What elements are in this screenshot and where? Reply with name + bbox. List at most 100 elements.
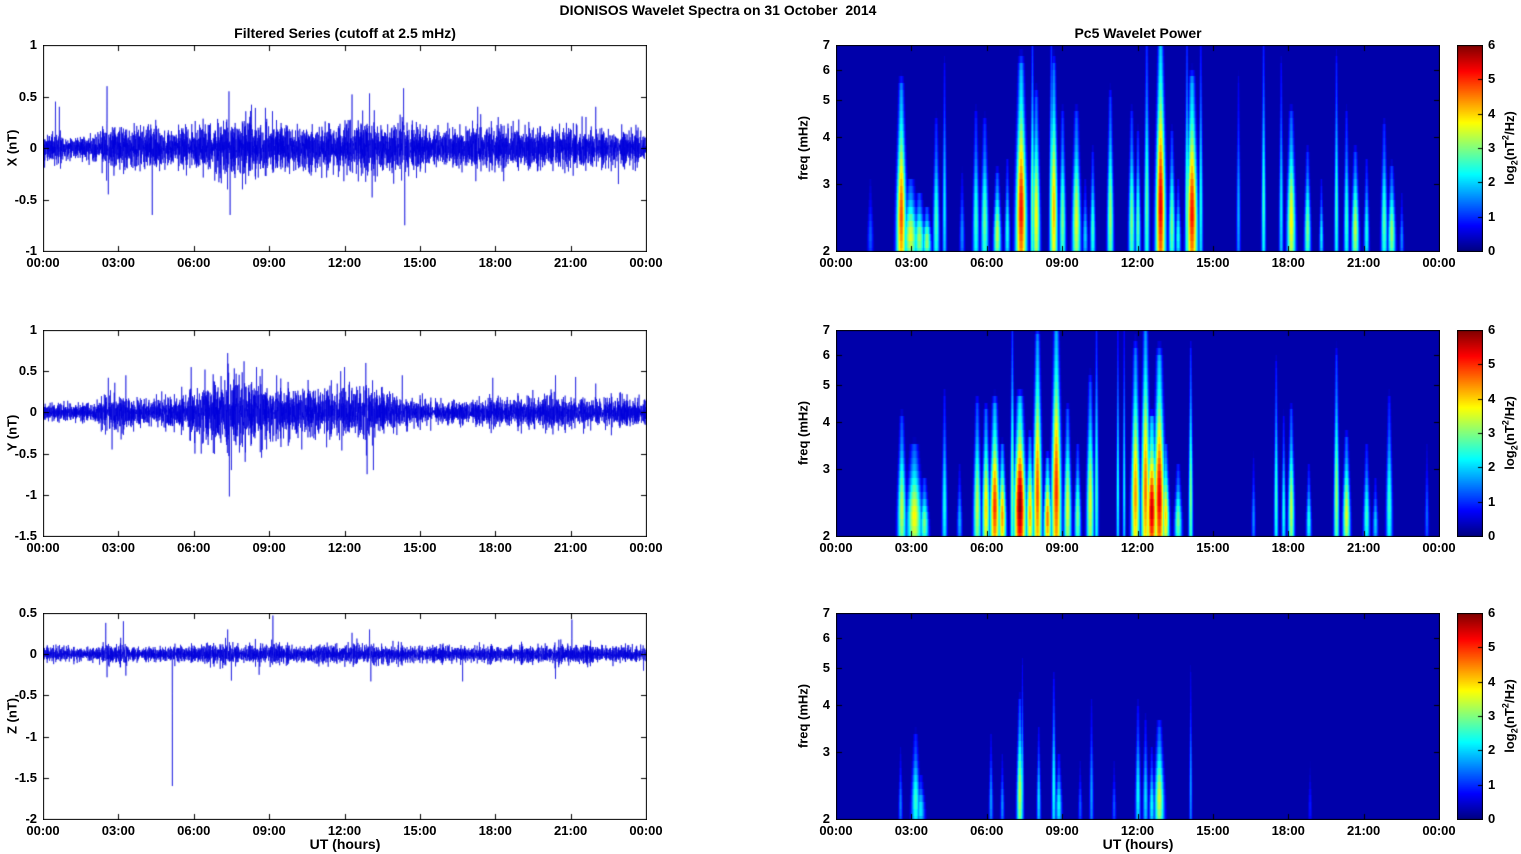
y-tick-label: -1 bbox=[25, 728, 37, 744]
y-tick-label: -0.5 bbox=[14, 445, 37, 461]
x-tick-label: 21:00 bbox=[554, 540, 588, 555]
wavelet-colorbar-y bbox=[1457, 330, 1483, 537]
x-tick-label: 18:00 bbox=[478, 823, 512, 838]
x-tick-label: 18:00 bbox=[1271, 540, 1305, 555]
colorbar-tick-label: 0 bbox=[1488, 528, 1496, 543]
y-tick-label: 0.5 bbox=[18, 363, 37, 379]
x-tick-label: 03:00 bbox=[894, 255, 928, 270]
x-tick-label: 21:00 bbox=[1347, 255, 1381, 270]
colorbar-tick-label: 6 bbox=[1488, 37, 1496, 52]
colorbar-tick-label: 3 bbox=[1488, 708, 1496, 723]
freq-tick-label: 3 bbox=[822, 176, 830, 192]
freq-tick-label: 4 bbox=[822, 414, 830, 430]
x-tick-label: 21:00 bbox=[1347, 823, 1381, 838]
colorbar-tick-label: 3 bbox=[1488, 425, 1496, 440]
y-component-wavelet-spectrogram bbox=[836, 330, 1440, 537]
x-tick-label: 00:00 bbox=[629, 823, 663, 838]
y-tick-label: 0 bbox=[29, 646, 37, 662]
x-tick-label: 00:00 bbox=[629, 540, 663, 555]
x-tick-label: 03:00 bbox=[101, 540, 135, 555]
x-tick-label: 00:00 bbox=[1422, 540, 1456, 555]
freq-tick-label: 3 bbox=[822, 461, 830, 477]
freq-tick-label: 6 bbox=[822, 347, 830, 363]
x-tick-label: 15:00 bbox=[1196, 540, 1230, 555]
y-tick-label: -2 bbox=[25, 811, 37, 826]
y-tick-label: 1 bbox=[29, 37, 37, 52]
y-tick-label: 0.5 bbox=[18, 605, 37, 620]
x-tick-label: 09:00 bbox=[252, 540, 286, 555]
ut-hours-label-right: UT (hours) bbox=[1102, 836, 1174, 852]
colorbar-tick-label: 0 bbox=[1488, 243, 1496, 258]
x-tick-label: 09:00 bbox=[252, 255, 286, 270]
freq-tick-label: 3 bbox=[822, 744, 830, 760]
colorbar-tick-label: 5 bbox=[1488, 71, 1496, 87]
x-tick-label: 18:00 bbox=[1271, 823, 1305, 838]
x-tick-label: 12:00 bbox=[1120, 540, 1155, 555]
y-component-filtered-series-plot bbox=[43, 330, 647, 537]
x-tick-label: 18:00 bbox=[478, 540, 512, 555]
freq-tick-label: 6 bbox=[822, 630, 830, 646]
z-component-filtered-series-plot bbox=[43, 613, 647, 820]
y-tick-label: -1 bbox=[25, 243, 37, 258]
x-tick-label: 06:00 bbox=[970, 823, 1004, 838]
x-tick-label: 12:00 bbox=[327, 540, 362, 555]
x-tick-label: 15:00 bbox=[403, 823, 437, 838]
wavelet-power-title: Pc5 Wavelet Power bbox=[1074, 25, 1202, 41]
x-tick-label: 00:00 bbox=[819, 255, 853, 270]
x-tick-label: 00:00 bbox=[819, 540, 853, 555]
y-tick-label: 0 bbox=[29, 140, 37, 155]
wavelet-colorbar-z bbox=[1457, 613, 1483, 820]
colorbar-tick-label: 1 bbox=[1488, 493, 1496, 509]
freq-tick-label: 6 bbox=[822, 62, 830, 78]
y-tick-label: -1.5 bbox=[14, 769, 37, 785]
x-component-wavelet-spectrogram bbox=[836, 45, 1440, 252]
freq-tick-label: 5 bbox=[822, 92, 830, 108]
freq-tick-label: 7 bbox=[822, 322, 830, 337]
freq-tick-label: 4 bbox=[822, 697, 830, 713]
x-tick-label: 09:00 bbox=[252, 823, 286, 838]
x-tick-label: 00:00 bbox=[1422, 823, 1456, 838]
x-tick-label: 09:00 bbox=[1045, 823, 1079, 838]
x-tick-label: 15:00 bbox=[403, 255, 437, 270]
colorbar-tick-label: 5 bbox=[1488, 356, 1496, 372]
x-tick-label: 06:00 bbox=[177, 255, 211, 270]
freq-tick-label: 7 bbox=[822, 37, 830, 52]
x-tick-label: 21:00 bbox=[554, 823, 588, 838]
colorbar-tick-label: 3 bbox=[1488, 140, 1496, 155]
colorbar-tick-label: 6 bbox=[1488, 322, 1496, 337]
colorbar-tick-label: 0 bbox=[1488, 811, 1496, 826]
x-tick-label: 06:00 bbox=[177, 823, 211, 838]
x-tick-label: 12:00 bbox=[327, 255, 362, 270]
x-tick-label: 15:00 bbox=[1196, 823, 1230, 838]
colorbar-tick-label: 2 bbox=[1488, 459, 1496, 475]
colorbar-tick-label: 2 bbox=[1488, 174, 1496, 190]
colorbar-tick-label: 4 bbox=[1488, 673, 1496, 689]
x-tick-label: 06:00 bbox=[970, 540, 1004, 555]
x-tick-label: 18:00 bbox=[478, 255, 512, 270]
colorbar-tick-label: 5 bbox=[1488, 639, 1496, 655]
x-tick-label: 12:00 bbox=[1120, 823, 1155, 838]
x-tick-label: 03:00 bbox=[101, 255, 135, 270]
x-tick-label: 21:00 bbox=[554, 255, 588, 270]
y-tick-label: -1.5 bbox=[14, 528, 37, 543]
x-tick-label: 00:00 bbox=[629, 255, 663, 270]
x-tick-label: 18:00 bbox=[1271, 255, 1305, 270]
freq-tick-label: 2 bbox=[822, 811, 830, 826]
colorbar-tick-label: 1 bbox=[1488, 208, 1496, 224]
x-tick-label: 21:00 bbox=[1347, 540, 1381, 555]
colorbar-tick-label: 6 bbox=[1488, 605, 1496, 620]
x-tick-label: 06:00 bbox=[177, 540, 211, 555]
colorbar-tick-label: 2 bbox=[1488, 742, 1496, 758]
freq-tick-label: 4 bbox=[822, 129, 830, 145]
x-tick-label: 09:00 bbox=[1045, 255, 1079, 270]
x-tick-label: 15:00 bbox=[403, 540, 437, 555]
wavelet-colorbar-x bbox=[1457, 45, 1483, 252]
x-tick-label: 00:00 bbox=[26, 255, 60, 270]
figure-title: DIONISOS Wavelet Spectra on 31 October 2… bbox=[559, 2, 877, 18]
y-tick-label: 0.5 bbox=[18, 88, 37, 104]
freq-tick-label: 2 bbox=[822, 243, 830, 258]
freq-tick-label: 7 bbox=[822, 605, 830, 620]
y-tick-label: -0.5 bbox=[14, 687, 37, 703]
x-tick-label: 06:00 bbox=[970, 255, 1004, 270]
